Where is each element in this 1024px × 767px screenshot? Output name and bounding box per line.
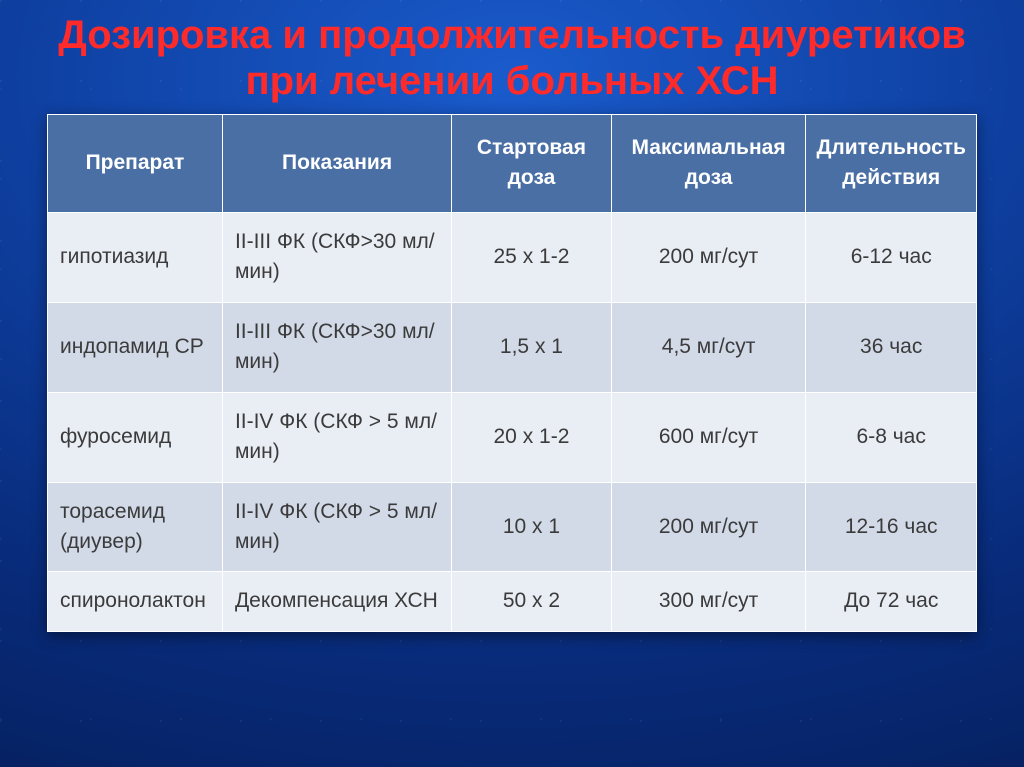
page-title: Дозировка и продолжительность диуретиков…: [42, 12, 982, 104]
col-max-dose: Максимальная доза: [611, 115, 806, 213]
cell-indication: Декомпенсация ХСН: [222, 572, 451, 631]
cell-indication: II-III ФК (СКФ>30 мл/мин): [222, 212, 451, 302]
cell-drug: спиронолактон: [48, 572, 223, 631]
cell-drug: торасемид (диувер): [48, 482, 223, 572]
cell-duration: 6-12 час: [806, 212, 977, 302]
col-start-dose: Стартовая доза: [452, 115, 612, 213]
cell-duration: 36 час: [806, 302, 977, 392]
cell-max: 600 мг/сут: [611, 392, 806, 482]
col-drug: Препарат: [48, 115, 223, 213]
col-duration: Длительность действия: [806, 115, 977, 213]
cell-start: 25 х 1-2: [452, 212, 612, 302]
cell-start: 20 х 1-2: [452, 392, 612, 482]
cell-indication: II-IV ФК (СКФ > 5 мл/мин): [222, 392, 451, 482]
cell-indication: II-III ФК (СКФ>30 мл/мин): [222, 302, 451, 392]
cell-duration: 12-16 час: [806, 482, 977, 572]
cell-indication: II-IV ФК (СКФ > 5 мл/мин): [222, 482, 451, 572]
diuretics-table: Препарат Показания Стартовая доза Максим…: [47, 114, 977, 632]
table-row: торасемид (диувер) II-IV ФК (СКФ > 5 мл/…: [48, 482, 977, 572]
cell-max: 4,5 мг/сут: [611, 302, 806, 392]
cell-max: 300 мг/сут: [611, 572, 806, 631]
table-row: спиронолактон Декомпенсация ХСН 50 х 2 3…: [48, 572, 977, 631]
cell-max: 200 мг/сут: [611, 212, 806, 302]
cell-start: 10 х 1: [452, 482, 612, 572]
cell-start: 1,5 х 1: [452, 302, 612, 392]
table-row: индопамид СР II-III ФК (СКФ>30 мл/мин) 1…: [48, 302, 977, 392]
table-row: гипотиазид II-III ФК (СКФ>30 мл/мин) 25 …: [48, 212, 977, 302]
cell-drug: индопамид СР: [48, 302, 223, 392]
table-header-row: Препарат Показания Стартовая доза Максим…: [48, 115, 977, 213]
cell-start: 50 х 2: [452, 572, 612, 631]
cell-max: 200 мг/сут: [611, 482, 806, 572]
col-indication: Показания: [222, 115, 451, 213]
cell-drug: фуросемид: [48, 392, 223, 482]
cell-drug: гипотиазид: [48, 212, 223, 302]
table-row: фуросемид II-IV ФК (СКФ > 5 мл/мин) 20 х…: [48, 392, 977, 482]
cell-duration: 6-8 час: [806, 392, 977, 482]
cell-duration: До 72 час: [806, 572, 977, 631]
